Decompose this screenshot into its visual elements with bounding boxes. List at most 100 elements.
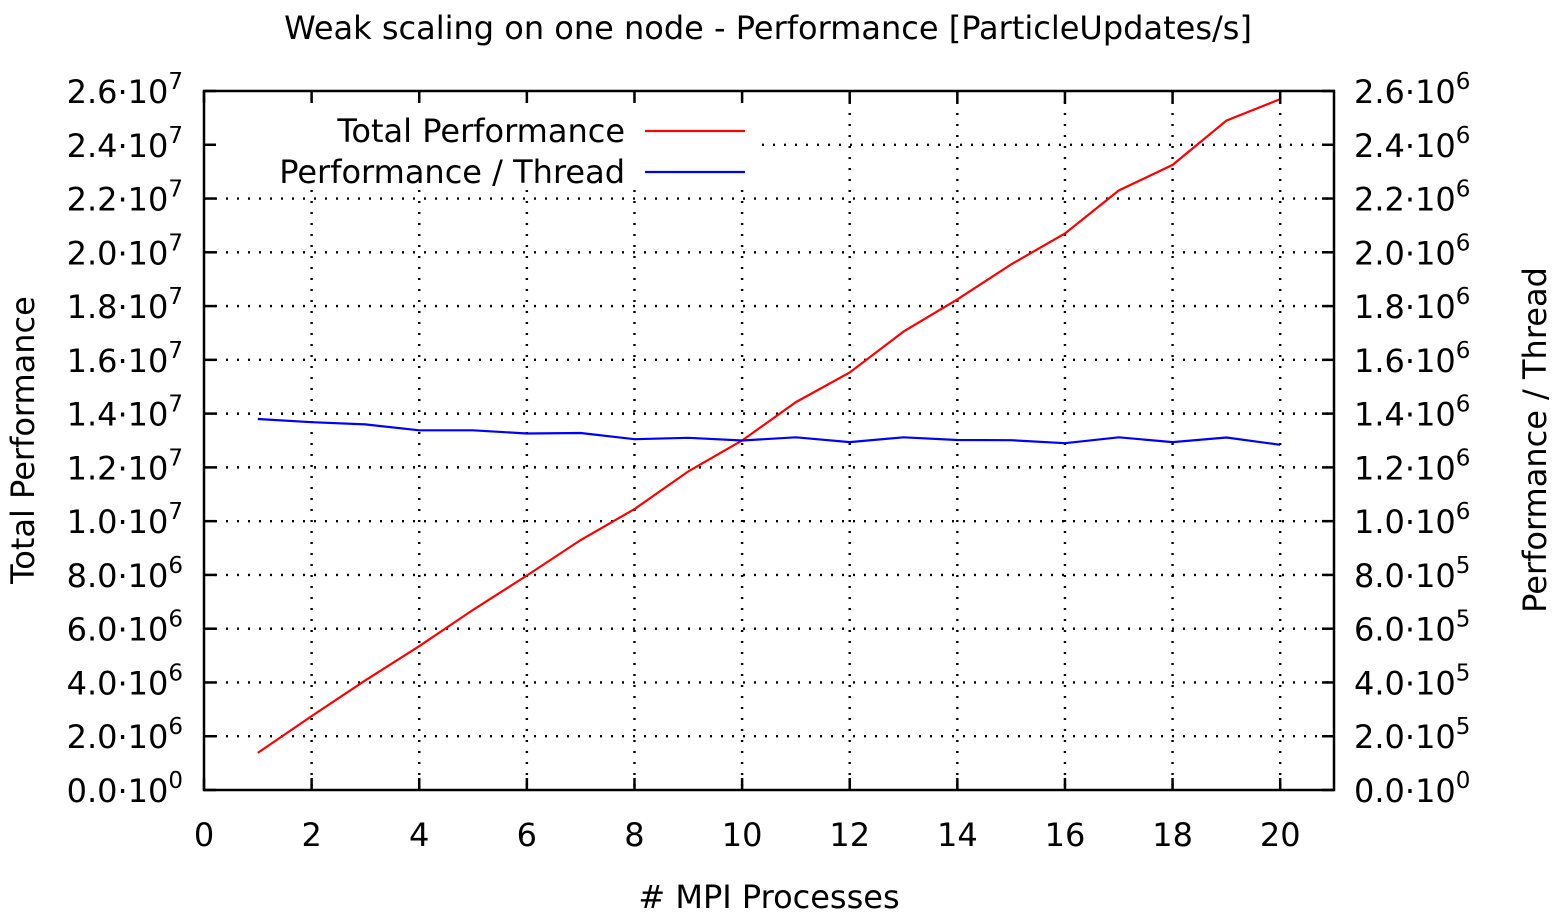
y-right-tick-exponent: 6 xyxy=(1456,177,1471,203)
series-line-0 xyxy=(257,98,1281,754)
y-left-tick-label: 2.0·107 xyxy=(67,230,183,272)
x-tick-label: 4 xyxy=(409,816,429,854)
y-right-tick-exponent: 6 xyxy=(1456,284,1471,310)
y-left-tick-exponent: 7 xyxy=(168,499,183,525)
y-right-tick-mantissa: 1.2·10 xyxy=(1354,449,1456,487)
y-left-tick-label: 1.2·107 xyxy=(67,445,183,487)
y-right-tick-exponent: 6 xyxy=(1456,230,1471,256)
y-left-tick-exponent: 7 xyxy=(168,284,183,310)
y-axis-left-label: Total Performance xyxy=(4,296,42,585)
x-tick-label: 10 xyxy=(722,816,763,854)
axis-ticks xyxy=(202,89,1334,792)
y-right-tick-label: 1.0·106 xyxy=(1354,499,1470,541)
y-right-tick-mantissa: 2.0·10 xyxy=(1354,234,1456,272)
y-left-tick-exponent: 7 xyxy=(168,445,183,471)
x-tick-label: 16 xyxy=(1045,816,1086,854)
y-axis-right-label: Performance / Thread xyxy=(1516,267,1554,613)
y-left-tick-exponent: 6 xyxy=(168,553,183,579)
y-right-tick-mantissa: 1.8·10 xyxy=(1354,288,1456,326)
y-left-tick-mantissa: 1.8·10 xyxy=(67,288,169,326)
y-right-tick-label: 2.0·106 xyxy=(1354,230,1470,272)
y-right-tick-label: 2.2·106 xyxy=(1354,177,1470,219)
y-left-tick-exponent: 7 xyxy=(168,177,183,203)
y-right-tick-mantissa: 1.4·10 xyxy=(1354,396,1456,434)
y-left-tick-mantissa: 6.0·10 xyxy=(67,611,169,649)
y-left-tick-labels: 0.0·1002.0·1064.0·1066.0·1068.0·1061.0·1… xyxy=(67,69,183,810)
y-right-tick-mantissa: 0.0·10 xyxy=(1354,772,1456,810)
y-left-tick-label: 4.0·106 xyxy=(67,660,183,702)
y-left-tick-mantissa: 2.4·10 xyxy=(67,127,169,165)
y-right-tick-mantissa: 1.6·10 xyxy=(1354,342,1456,380)
y-left-tick-mantissa: 1.6·10 xyxy=(67,342,169,380)
y-left-tick-mantissa: 2.6·10 xyxy=(67,73,169,111)
y-left-tick-mantissa: 0.0·10 xyxy=(67,772,169,810)
y-left-tick-mantissa: 2.0·10 xyxy=(67,718,169,756)
y-right-tick-label: 8.0·105 xyxy=(1354,553,1470,595)
y-right-tick-label: 2.6·106 xyxy=(1354,69,1470,111)
y-right-tick-label: 1.8·106 xyxy=(1354,284,1470,326)
y-left-tick-label: 2.0·106 xyxy=(67,714,183,756)
y-left-tick-mantissa: 1.2·10 xyxy=(67,449,169,487)
y-right-tick-label: 6.0·105 xyxy=(1354,607,1470,649)
y-right-tick-exponent: 0 xyxy=(1456,768,1471,794)
y-right-tick-label: 1.6·106 xyxy=(1354,338,1470,380)
x-tick-labels: 0 2 4 6 8 10 12 14 16 18 20 xyxy=(194,816,1301,854)
y-left-tick-label: 2.6·107 xyxy=(67,69,183,111)
y-left-tick-exponent: 7 xyxy=(168,338,183,364)
y-left-tick-mantissa: 2.2·10 xyxy=(67,181,169,219)
series-lines xyxy=(257,98,1281,754)
y-left-tick-exponent: 6 xyxy=(168,607,183,633)
y-right-tick-exponent: 5 xyxy=(1456,553,1471,579)
x-tick-label: 6 xyxy=(517,816,537,854)
y-right-tick-exponent: 6 xyxy=(1456,445,1471,471)
y-right-tick-mantissa: 2.4·10 xyxy=(1354,127,1456,165)
x-tick-label: 18 xyxy=(1152,816,1193,854)
y-right-tick-label: 1.2·106 xyxy=(1354,445,1470,487)
legend-label: Performance / Thread xyxy=(279,153,625,191)
x-tick-label: 14 xyxy=(937,816,978,854)
y-left-tick-exponent: 6 xyxy=(168,714,183,740)
y-right-tick-label: 1.4·106 xyxy=(1354,392,1470,434)
x-axis-label: # MPI Processes xyxy=(638,878,899,916)
series-line-1 xyxy=(257,417,1281,446)
x-tick-label: 20 xyxy=(1260,816,1301,854)
x-tick-label: 12 xyxy=(829,816,870,854)
y-left-tick-mantissa: 8.0·10 xyxy=(67,557,169,595)
y-right-tick-label: 2.0·105 xyxy=(1354,714,1470,756)
y-right-tick-exponent: 6 xyxy=(1456,69,1471,95)
legend-label: Total Performance xyxy=(336,112,625,150)
y-left-tick-exponent: 7 xyxy=(168,69,183,95)
y-left-tick-exponent: 7 xyxy=(168,392,183,418)
y-right-tick-mantissa: 4.0·10 xyxy=(1354,664,1456,702)
y-left-tick-label: 6.0·106 xyxy=(67,607,183,649)
x-tick-label: 2 xyxy=(301,816,321,854)
y-right-tick-mantissa: 2.6·10 xyxy=(1354,73,1456,111)
y-left-tick-label: 2.2·107 xyxy=(67,177,183,219)
y-left-tick-label: 0.0·100 xyxy=(67,768,183,810)
chart-title: Weak scaling on one node - Performance [… xyxy=(284,9,1252,47)
y-right-tick-mantissa: 6.0·10 xyxy=(1354,611,1456,649)
y-left-tick-mantissa: 1.4·10 xyxy=(67,396,169,434)
x-tick-label: 8 xyxy=(624,816,644,854)
y-left-tick-mantissa: 2.0·10 xyxy=(67,234,169,272)
y-left-tick-mantissa: 4.0·10 xyxy=(67,664,169,702)
y-left-tick-label: 1.6·107 xyxy=(67,338,183,380)
y-right-tick-labels: 0.0·1002.0·1054.0·1056.0·1058.0·1051.0·1… xyxy=(1354,69,1470,810)
y-right-tick-mantissa: 2.2·10 xyxy=(1354,181,1456,219)
y-right-tick-label: 4.0·105 xyxy=(1354,660,1470,702)
y-left-tick-label: 1.8·107 xyxy=(67,284,183,326)
y-left-tick-exponent: 7 xyxy=(168,230,183,256)
y-right-tick-exponent: 6 xyxy=(1456,499,1471,525)
y-right-tick-mantissa: 1.0·10 xyxy=(1354,503,1456,541)
x-tick-label: 0 xyxy=(194,816,214,854)
y-left-tick-label: 8.0·106 xyxy=(67,553,183,595)
y-left-tick-label: 1.0·107 xyxy=(67,499,183,541)
y-left-tick-label: 1.4·107 xyxy=(67,392,183,434)
y-left-tick-exponent: 7 xyxy=(168,123,183,149)
y-right-tick-mantissa: 2.0·10 xyxy=(1354,718,1456,756)
y-right-tick-exponent: 6 xyxy=(1456,338,1471,364)
plot-frame xyxy=(202,89,1336,792)
y-right-tick-exponent: 5 xyxy=(1456,660,1471,686)
